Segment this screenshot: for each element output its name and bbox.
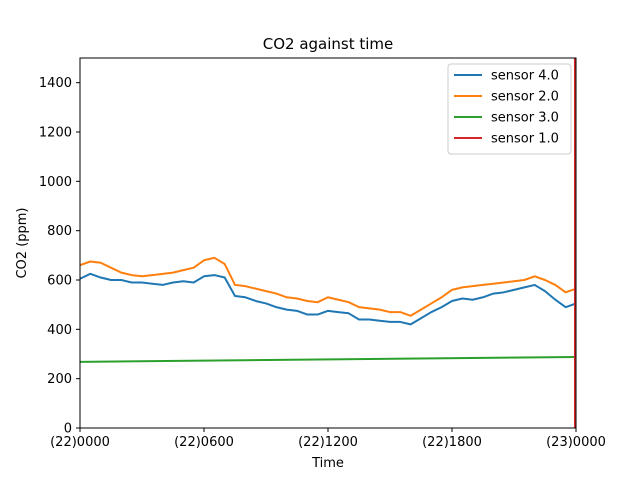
x-tick-label: (22)0000 <box>50 435 110 450</box>
y-tick-label: 0 <box>64 422 72 437</box>
legend: sensor 4.0 sensor 2.0 sensor 3.0 sensor 1.0 <box>447 63 572 155</box>
legend-label: sensor 1.0 <box>491 132 559 147</box>
y-axis: 0 200 400 600 800 1000 1200 1400 <box>39 76 80 437</box>
x-axis-label: Time <box>311 456 344 471</box>
series-line-sensor-2-0 <box>79 256 577 317</box>
series-layer <box>79 58 577 428</box>
legend-label: sensor 3.0 <box>491 111 559 126</box>
y-tick-label: 400 <box>47 323 72 338</box>
x-tick-label: (22)1200 <box>298 435 358 450</box>
y-tick-label: 1400 <box>39 76 72 91</box>
x-tick-label: (23)0000 <box>546 435 606 450</box>
y-tick-label: 200 <box>47 372 72 387</box>
y-tick-label: 1200 <box>39 126 72 141</box>
legend-label: sensor 2.0 <box>491 90 559 105</box>
x-axis: (22)0000 (22)0600 (22)1200 (22)1800 (23)0000 <box>50 428 606 450</box>
x-tick-label: (22)1800 <box>422 435 482 450</box>
legend-box <box>447 63 572 155</box>
chart-title: CO2 against time <box>263 35 394 53</box>
legend-label: sensor 4.0 <box>491 69 559 84</box>
y-tick-label: 800 <box>47 224 72 239</box>
series-line-sensor-4-0 <box>79 272 577 326</box>
y-tick-label: 1000 <box>39 175 72 190</box>
x-tick-label: (22)0600 <box>174 435 234 450</box>
series-line-sensor-3-0 <box>79 355 577 363</box>
y-tick-label: 600 <box>47 274 72 289</box>
y-axis-label: CO2 (ppm) <box>15 207 30 278</box>
